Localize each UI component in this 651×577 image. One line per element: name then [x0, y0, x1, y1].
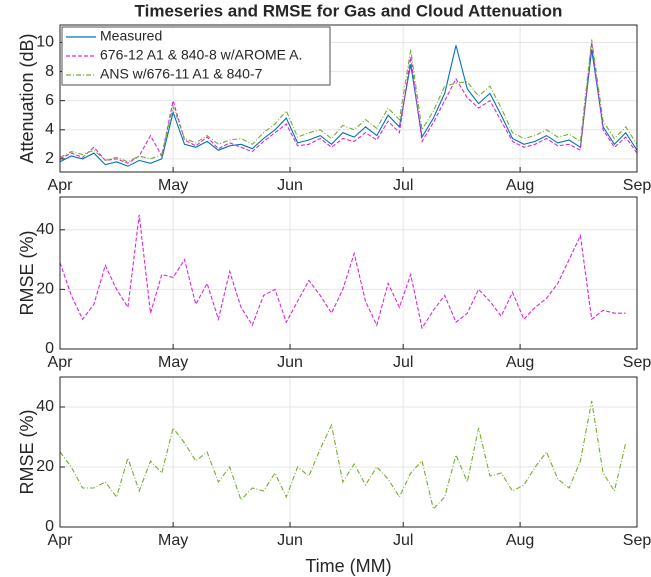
series-line: [59, 42, 638, 164]
x-tick-label: May: [158, 177, 188, 194]
y-tick-label: 20: [36, 281, 54, 298]
x-tick-label: Jun: [277, 177, 303, 194]
x-tick-label: Apr: [48, 177, 74, 194]
x-tick-label: Aug: [506, 177, 534, 194]
axes-box: [59, 196, 638, 350]
axes-box: [59, 24, 638, 173]
series-line: [59, 39, 638, 163]
series-line: [59, 400, 627, 511]
x-tick-label: Apr: [48, 532, 74, 549]
y-tick-label: 40: [36, 398, 54, 415]
x-axis-label: Time (MM): [305, 556, 391, 576]
x-tick-label: Jul: [393, 354, 413, 371]
legend-label: Measured: [100, 28, 162, 44]
x-tick-label: May: [158, 532, 188, 549]
y-tick-label: 4: [45, 121, 54, 138]
x-tick-label: Sep: [623, 532, 651, 549]
x-tick-label: Jun: [277, 532, 303, 549]
x-tick-label: Aug: [506, 532, 534, 549]
y-tick-label: 0: [45, 340, 54, 357]
y-tick-label: 6: [45, 92, 54, 109]
axes-box: [59, 376, 638, 528]
series-line: [59, 214, 626, 330]
chart-title: Timeseries and RMSE for Gas and Cloud At…: [135, 1, 563, 20]
x-tick-label: Sep: [623, 177, 651, 194]
x-tick-label: Jul: [393, 532, 413, 549]
x-tick-label: Aug: [506, 354, 534, 371]
legend-box: [61, 26, 331, 86]
y-tick-label: 40: [36, 221, 54, 238]
x-tick-label: Jul: [393, 177, 413, 194]
x-tick-label: Apr: [48, 354, 74, 371]
y-axis-label: Attenuation (dB): [17, 33, 37, 163]
y-tick-label: 10: [36, 34, 54, 51]
y-axis-label: RMSE (%): [17, 231, 37, 316]
legend-label: 676-12 A1 & 840-8 w/AROME A.: [100, 47, 302, 63]
x-tick-label: Sep: [623, 354, 651, 371]
x-tick-label: May: [158, 354, 188, 371]
legend-label: ANS w/676-11 A1 & 840-7: [100, 66, 263, 82]
y-tick-label: 8: [45, 63, 54, 80]
x-tick-label: Jun: [277, 354, 303, 371]
y-tick-label: 0: [45, 518, 54, 535]
y-axis-label: RMSE (%): [17, 410, 37, 495]
y-tick-label: 20: [36, 458, 54, 475]
series-line: [59, 45, 638, 167]
plot-area: [60, 377, 637, 527]
y-tick-label: 2: [45, 150, 54, 167]
